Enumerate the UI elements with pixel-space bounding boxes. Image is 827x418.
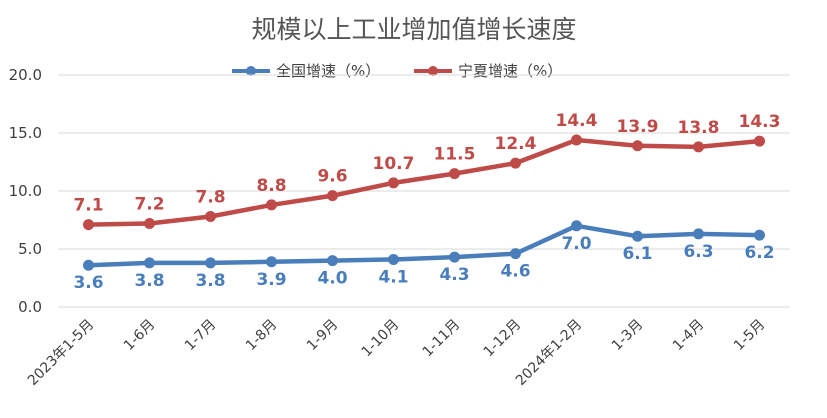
data-point	[510, 248, 521, 260]
data-point	[327, 255, 338, 267]
legend-marker	[428, 66, 438, 76]
series-line	[86, 223, 762, 268]
data-point	[205, 211, 216, 223]
data-label: 4.3	[439, 265, 469, 285]
data-label: 13.8	[678, 118, 720, 138]
legend-label: 宁夏增速（%）	[458, 62, 562, 80]
legend-item: 宁夏增速（%）	[414, 62, 562, 80]
data-label: 7.1	[73, 196, 103, 216]
data-label: 8.8	[256, 176, 286, 196]
legend: 全国增速（%） 宁夏增速（%）	[232, 62, 562, 80]
series-ningxia	[83, 134, 765, 231]
x-tick-label: 1-6月	[121, 317, 158, 354]
data-label: 6.2	[744, 243, 774, 263]
data-label: 12.4	[495, 134, 537, 154]
y-tick-label: 20.0	[9, 66, 42, 84]
legend-marker	[246, 66, 256, 76]
data-label: 4.1	[378, 267, 408, 287]
data-point	[571, 134, 582, 146]
data-labels: 3.6 3.8 3.8 3.9 4.0 4.1 4.3 4.6 7.0 6.1 6.3 6.2 7.1 7…	[73, 111, 780, 293]
data-point	[449, 251, 460, 263]
legend-item: 全国增速（%）	[232, 62, 380, 80]
x-tick-label: 1-5月	[731, 317, 768, 354]
x-tick-label: 1-11月	[420, 317, 464, 361]
x-axis: 2023年1-5月 1-6月 1-7月 1-8月 1-9月 1-10月 1-11月 1-12月…	[25, 317, 768, 389]
data-point	[144, 217, 155, 229]
data-label: 13.9	[617, 117, 659, 137]
data-point	[266, 199, 277, 211]
data-point	[205, 257, 216, 269]
data-point	[632, 230, 643, 242]
x-tick-label: 1-3月	[609, 317, 646, 354]
y-axis: 0.0 5.0 10.0 15.0 20.0	[9, 66, 42, 316]
data-label: 7.8	[195, 188, 225, 208]
data-label: 14.4	[556, 111, 598, 131]
data-label: 14.3	[739, 112, 781, 132]
data-point	[388, 177, 399, 189]
data-point	[266, 256, 277, 268]
y-tick-label: 10.0	[9, 182, 42, 200]
x-tick-label: 1-10月	[359, 317, 403, 361]
data-label: 4.0	[317, 269, 347, 289]
data-point	[388, 253, 399, 265]
data-point	[510, 157, 521, 169]
data-point	[327, 190, 338, 202]
data-label: 10.7	[373, 154, 415, 174]
data-point	[754, 135, 765, 147]
data-point	[571, 220, 582, 232]
series-national	[83, 220, 765, 271]
data-label: 6.1	[622, 244, 652, 264]
data-label: 7.2	[134, 194, 164, 214]
x-tick-label: 1-7月	[182, 317, 219, 354]
data-label: 3.9	[256, 270, 286, 290]
data-label: 3.8	[195, 271, 225, 291]
data-label: 3.8	[134, 271, 164, 291]
x-tick-label: 1-12月	[481, 317, 525, 361]
data-point	[449, 168, 460, 180]
data-label: 7.0	[561, 234, 591, 254]
legend-label: 全国增速（%）	[276, 62, 380, 80]
data-point	[632, 140, 643, 152]
series-layer	[83, 134, 765, 271]
data-point	[83, 259, 94, 271]
data-point	[693, 141, 704, 153]
series-line	[86, 137, 762, 227]
y-tick-label: 5.0	[18, 240, 42, 258]
x-tick-label: 1-8月	[243, 317, 280, 354]
x-tick-label: 2023年1-5月	[25, 317, 97, 389]
y-tick-label: 15.0	[9, 124, 42, 142]
data-point	[693, 228, 704, 240]
x-tick-label: 1-9月	[304, 317, 341, 354]
data-point	[83, 219, 94, 231]
data-label: 3.6	[73, 273, 103, 293]
chart-title: 规模以上工业增加值增长速度	[251, 15, 576, 44]
data-point	[754, 229, 765, 241]
data-point	[144, 257, 155, 269]
data-label: 9.6	[317, 167, 347, 187]
x-tick-label: 1-4月	[670, 317, 707, 354]
data-label: 6.3	[683, 242, 713, 262]
gridlines	[58, 74, 790, 308]
data-label: 11.5	[434, 145, 476, 165]
data-label: 4.6	[500, 262, 530, 282]
y-tick-label: 0.0	[18, 298, 42, 316]
